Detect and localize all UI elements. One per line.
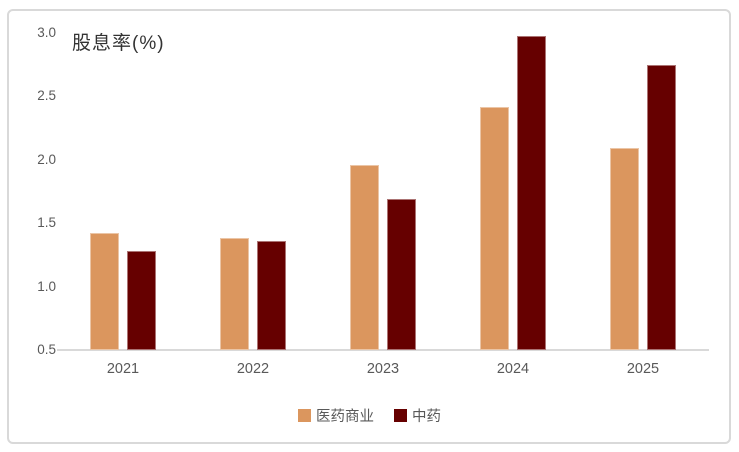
- x-axis-tick-label: 2025: [626, 361, 660, 377]
- chart-legend: 医药商业 中药: [0, 404, 739, 426]
- legend-swatch-icon: [298, 408, 311, 422]
- x-axis-tick-label: 2024: [496, 361, 530, 377]
- y-axis-tick-label: 0.5: [37, 342, 56, 357]
- legend-item: 医药商业: [298, 405, 374, 426]
- y-axis-tick-label: 1.5: [37, 215, 56, 231]
- x-axis-tick-label: 2021: [106, 361, 140, 377]
- bar-2023-series-0: [350, 165, 379, 350]
- x-axis-tick-label: 2023: [366, 361, 400, 377]
- legend-label: 医药商业: [316, 408, 374, 425]
- x-axis-line: [57, 349, 709, 351]
- bar-2025-series-0: [610, 148, 639, 350]
- bar-2024-series-1: [517, 36, 546, 350]
- chart-title: 股息率(%): [72, 33, 165, 54]
- legend-label: 中药: [412, 408, 441, 425]
- bar-2023-series-1: [387, 199, 416, 350]
- bar-2025-series-1: [647, 65, 676, 350]
- y-axis-tick-label: 2.5: [37, 88, 56, 104]
- legend-swatch-icon: [394, 408, 407, 422]
- bar-2021-series-0: [90, 233, 119, 350]
- y-axis-tick-label: 3.0: [37, 25, 56, 40]
- y-axis-tick-label: 1.0: [37, 278, 56, 294]
- legend-item: 中药: [394, 405, 441, 426]
- bar-2022-series-1: [257, 241, 286, 350]
- y-axis-tick-label: 2.0: [37, 151, 56, 167]
- bar-2022-series-0: [220, 238, 249, 350]
- bar-2024-series-0: [480, 107, 509, 350]
- bar-2021-series-1: [127, 251, 156, 350]
- x-axis-tick-label: 2022: [236, 361, 270, 377]
